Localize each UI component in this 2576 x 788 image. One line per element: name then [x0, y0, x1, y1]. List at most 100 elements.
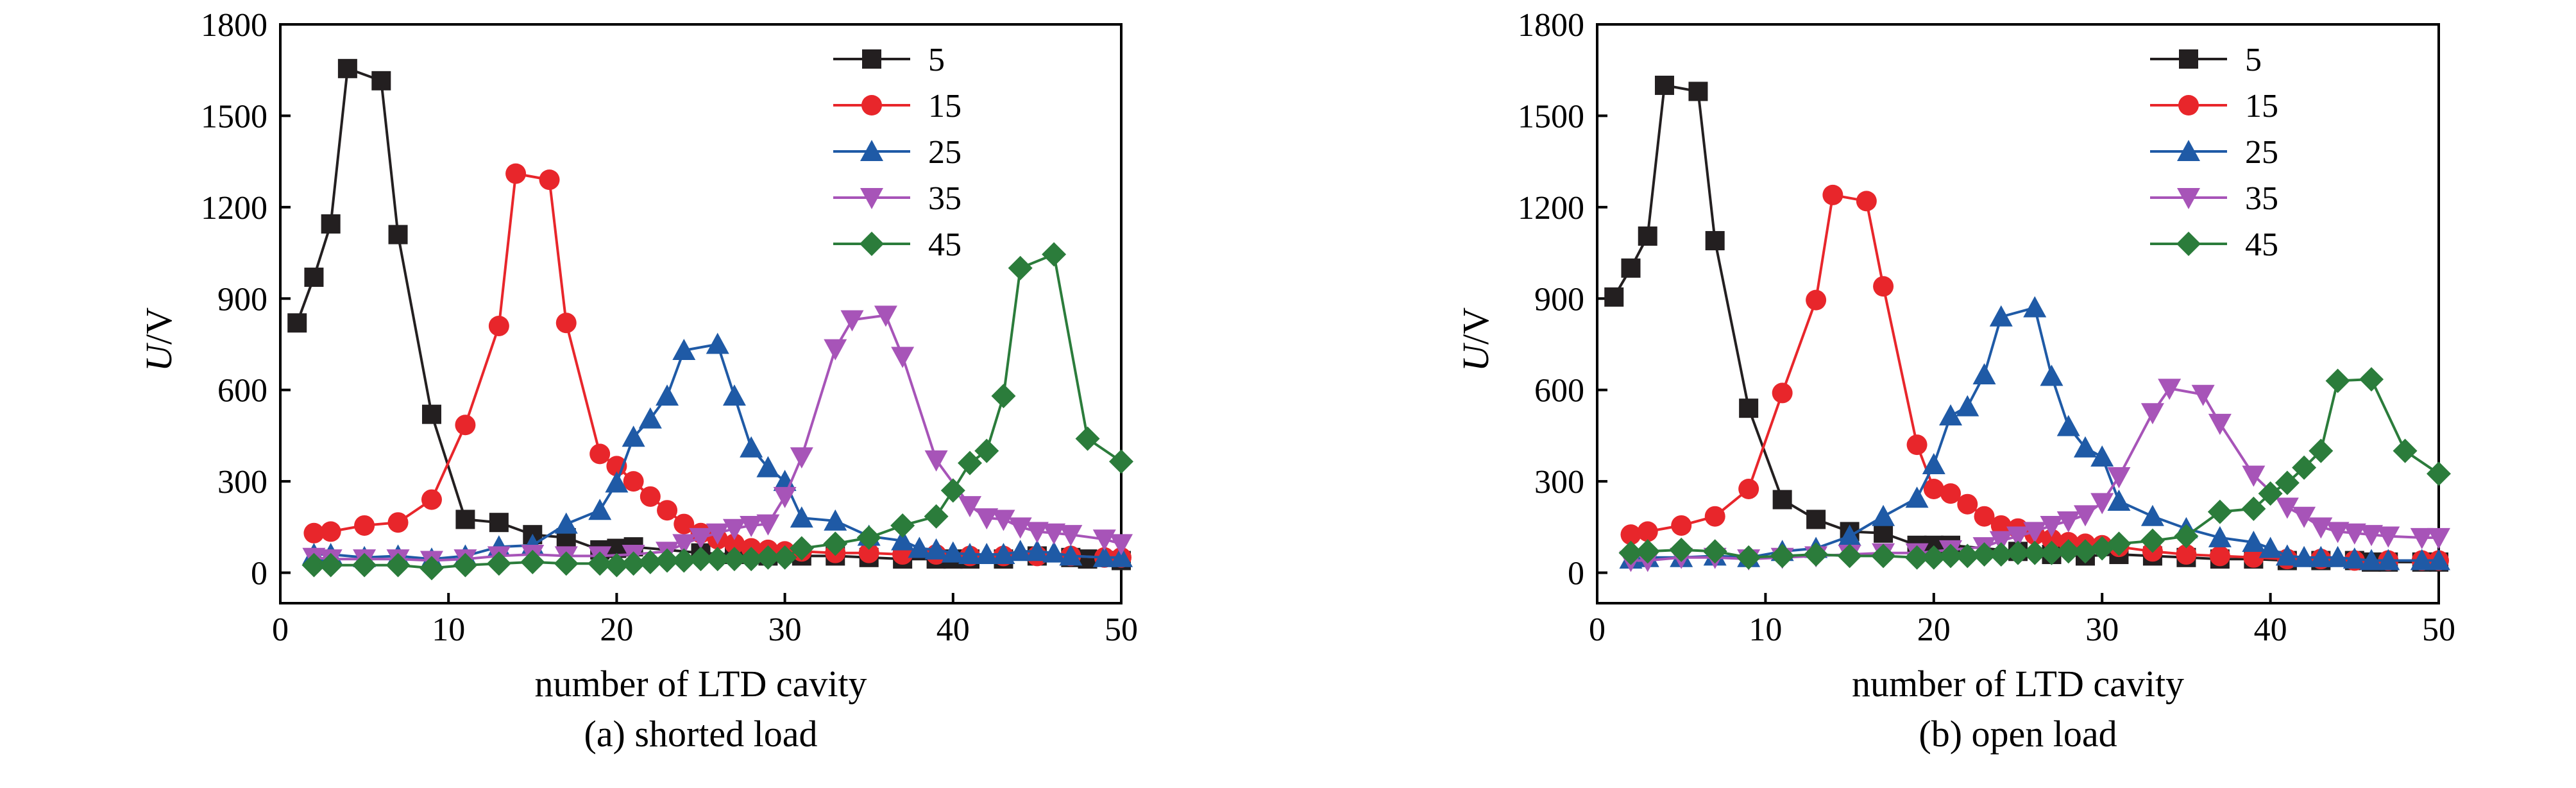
data-point [672, 534, 696, 556]
data-point [1008, 255, 1033, 280]
data-point [2023, 296, 2047, 318]
data-point [2072, 539, 2097, 564]
data-point [672, 548, 697, 573]
data-point [321, 214, 341, 234]
data-point [1110, 534, 1133, 556]
y-tick-label: 900 [217, 281, 267, 318]
data-point [1621, 258, 1641, 278]
legend: 5 15 25 35 45 [2150, 42, 2278, 263]
data-point [1738, 478, 1759, 499]
data-point [387, 512, 409, 533]
data-point [789, 536, 814, 561]
data-point [1688, 81, 1708, 101]
panel-open-load: 0 10 20 30 40 50 0 300 600 900 1200 1500 1800 number … [1455, 7, 2455, 755]
data-point [992, 543, 1015, 565]
data-point [337, 58, 357, 78]
data-point [304, 268, 324, 287]
data-point [1990, 515, 2012, 536]
data-point [2258, 536, 2282, 558]
data-point [2410, 549, 2434, 570]
data-point [2208, 526, 2232, 547]
data-point [674, 513, 695, 535]
data-point [2343, 547, 2366, 569]
data-point [1618, 540, 1643, 565]
y-tick-label: 900 [1534, 281, 1584, 318]
data-point [318, 552, 343, 578]
data-point [2393, 438, 2418, 463]
x-tick-label: 0 [1589, 612, 1606, 648]
data-point [1669, 537, 1694, 562]
x-tick-label: 30 [768, 612, 802, 648]
data-point [2360, 525, 2384, 547]
data-point [705, 547, 730, 572]
data-point [2377, 549, 2400, 570]
data-point [823, 531, 848, 556]
plot-frame [1596, 23, 2440, 604]
data-point [388, 225, 408, 244]
legend: 5 15 25 35 45 [833, 42, 962, 263]
legend-label: 15 [928, 88, 962, 124]
data-point [640, 486, 661, 507]
data-point [1873, 276, 1894, 297]
data-point [722, 547, 747, 572]
data-point [1838, 524, 1861, 546]
data-point [287, 313, 307, 333]
legend-marker [2177, 188, 2200, 209]
data-point [2174, 524, 2199, 549]
y-tick-label: 600 [217, 373, 267, 409]
data-point [1904, 545, 1929, 570]
data-point [2191, 384, 2215, 406]
data-point [539, 169, 560, 191]
data-point [689, 527, 713, 549]
data-point [2006, 540, 2030, 565]
data-point [1704, 506, 1725, 527]
data-point [924, 538, 948, 560]
data-point [2275, 470, 2300, 495]
series-25 [1619, 296, 2450, 570]
data-point [2041, 529, 2062, 550]
data-point [2360, 549, 2384, 570]
legend-marker [2177, 140, 2200, 161]
legend-marker [2176, 232, 2201, 256]
data-point [2292, 506, 2316, 528]
legend-label: 45 [928, 227, 962, 263]
data-point [1604, 287, 1624, 307]
x-tick-label: 20 [600, 612, 633, 648]
data-point [1638, 226, 1657, 246]
data-point [2073, 436, 2097, 458]
series-line-35 [314, 314, 1122, 562]
data-point [1989, 305, 2013, 327]
data-point [1806, 289, 1827, 311]
data-point [1974, 506, 1995, 527]
data-point [772, 545, 797, 570]
panel-shorted-load: 0 10 20 30 40 50 0 300 600 900 1200 1500 1800 number … [138, 7, 1138, 755]
y-axis-title: U/V [1455, 307, 1496, 372]
legend-label: 25 [928, 134, 962, 171]
x-tick-label: 40 [936, 612, 970, 648]
series-15 [1620, 184, 2449, 571]
legend-label: 25 [2245, 134, 2278, 171]
data-point [756, 456, 780, 477]
data-point [2427, 527, 2450, 549]
data-point [1702, 539, 1727, 564]
data-point [706, 332, 729, 354]
data-point [974, 438, 999, 463]
data-point [2140, 504, 2164, 526]
data-point [2207, 499, 2232, 524]
data-point [1972, 363, 1996, 384]
data-point [740, 436, 763, 458]
data-point [1075, 426, 1100, 451]
data-point [2140, 528, 2165, 553]
data-point [1938, 544, 1963, 569]
legend-marker [860, 140, 883, 161]
data-point [1109, 449, 1133, 474]
data-point [2427, 461, 2451, 486]
data-point [1955, 544, 1980, 569]
y-tick-label: 1200 [1518, 190, 1584, 227]
y-tick-label: 1500 [1518, 98, 1584, 135]
data-point [455, 415, 476, 436]
data-point [352, 552, 377, 578]
legend-marker [860, 188, 883, 209]
data-point [1988, 542, 2013, 567]
